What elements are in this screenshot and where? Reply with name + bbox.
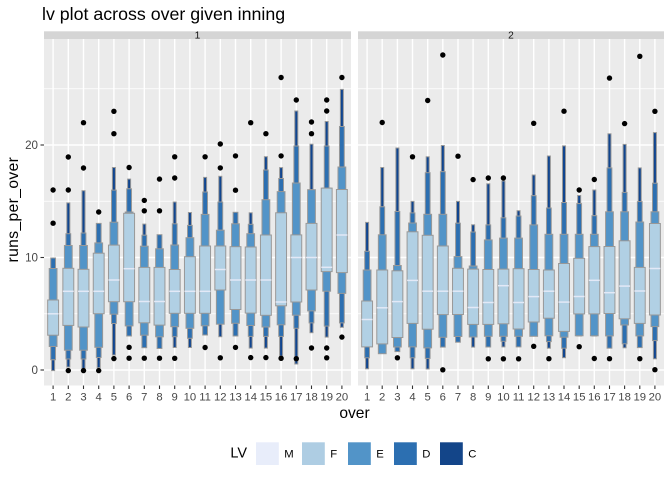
- svg-text:15: 15: [573, 392, 586, 404]
- svg-text:1: 1: [195, 31, 201, 42]
- svg-text:LV: LV: [230, 446, 247, 462]
- svg-text:M: M: [284, 449, 293, 461]
- svg-text:19: 19: [634, 392, 647, 404]
- svg-text:9: 9: [172, 392, 178, 404]
- svg-text:8: 8: [156, 392, 162, 404]
- svg-text:F: F: [330, 449, 337, 461]
- svg-text:14: 14: [244, 392, 257, 404]
- svg-text:over: over: [339, 405, 369, 422]
- svg-text:13: 13: [543, 392, 556, 404]
- svg-text:4: 4: [409, 392, 415, 404]
- svg-text:6: 6: [126, 392, 132, 404]
- svg-text:10: 10: [25, 252, 38, 265]
- svg-text:8: 8: [470, 392, 476, 404]
- svg-text:13: 13: [229, 392, 242, 404]
- svg-text:9: 9: [485, 392, 491, 404]
- svg-text:2: 2: [379, 392, 385, 404]
- svg-text:14: 14: [558, 392, 571, 404]
- svg-text:20: 20: [336, 392, 349, 404]
- svg-text:D: D: [422, 449, 430, 461]
- svg-text:E: E: [376, 449, 384, 461]
- svg-text:17: 17: [290, 392, 303, 404]
- svg-text:17: 17: [603, 392, 616, 404]
- svg-text:lv plot across over given inni: lv plot across over given inning: [42, 4, 285, 24]
- svg-text:12: 12: [214, 392, 227, 404]
- svg-text:15: 15: [260, 392, 273, 404]
- svg-text:2: 2: [508, 31, 514, 42]
- svg-text:5: 5: [425, 392, 431, 404]
- svg-text:10: 10: [184, 392, 197, 404]
- svg-text:16: 16: [588, 392, 601, 404]
- svg-text:3: 3: [394, 392, 400, 404]
- svg-text:18: 18: [618, 392, 631, 404]
- svg-text:1: 1: [50, 392, 56, 404]
- svg-text:2: 2: [65, 392, 71, 404]
- svg-text:7: 7: [141, 392, 147, 404]
- svg-text:10: 10: [497, 392, 510, 404]
- svg-text:3: 3: [80, 392, 86, 404]
- svg-text:12: 12: [527, 392, 540, 404]
- svg-text:11: 11: [513, 392, 525, 404]
- svg-text:7: 7: [455, 392, 461, 404]
- svg-text:C: C: [468, 449, 476, 461]
- svg-text:20: 20: [649, 392, 662, 404]
- svg-text:6: 6: [440, 392, 446, 404]
- svg-text:16: 16: [275, 392, 288, 404]
- svg-text:0: 0: [32, 364, 38, 377]
- svg-text:runs_per_over: runs_per_over: [5, 157, 22, 263]
- svg-text:18: 18: [305, 392, 318, 404]
- svg-text:20: 20: [25, 139, 38, 152]
- svg-text:19: 19: [320, 392, 333, 404]
- svg-text:11: 11: [199, 392, 211, 404]
- svg-text:4: 4: [96, 392, 102, 404]
- svg-text:5: 5: [111, 392, 117, 404]
- svg-text:1: 1: [364, 392, 370, 404]
